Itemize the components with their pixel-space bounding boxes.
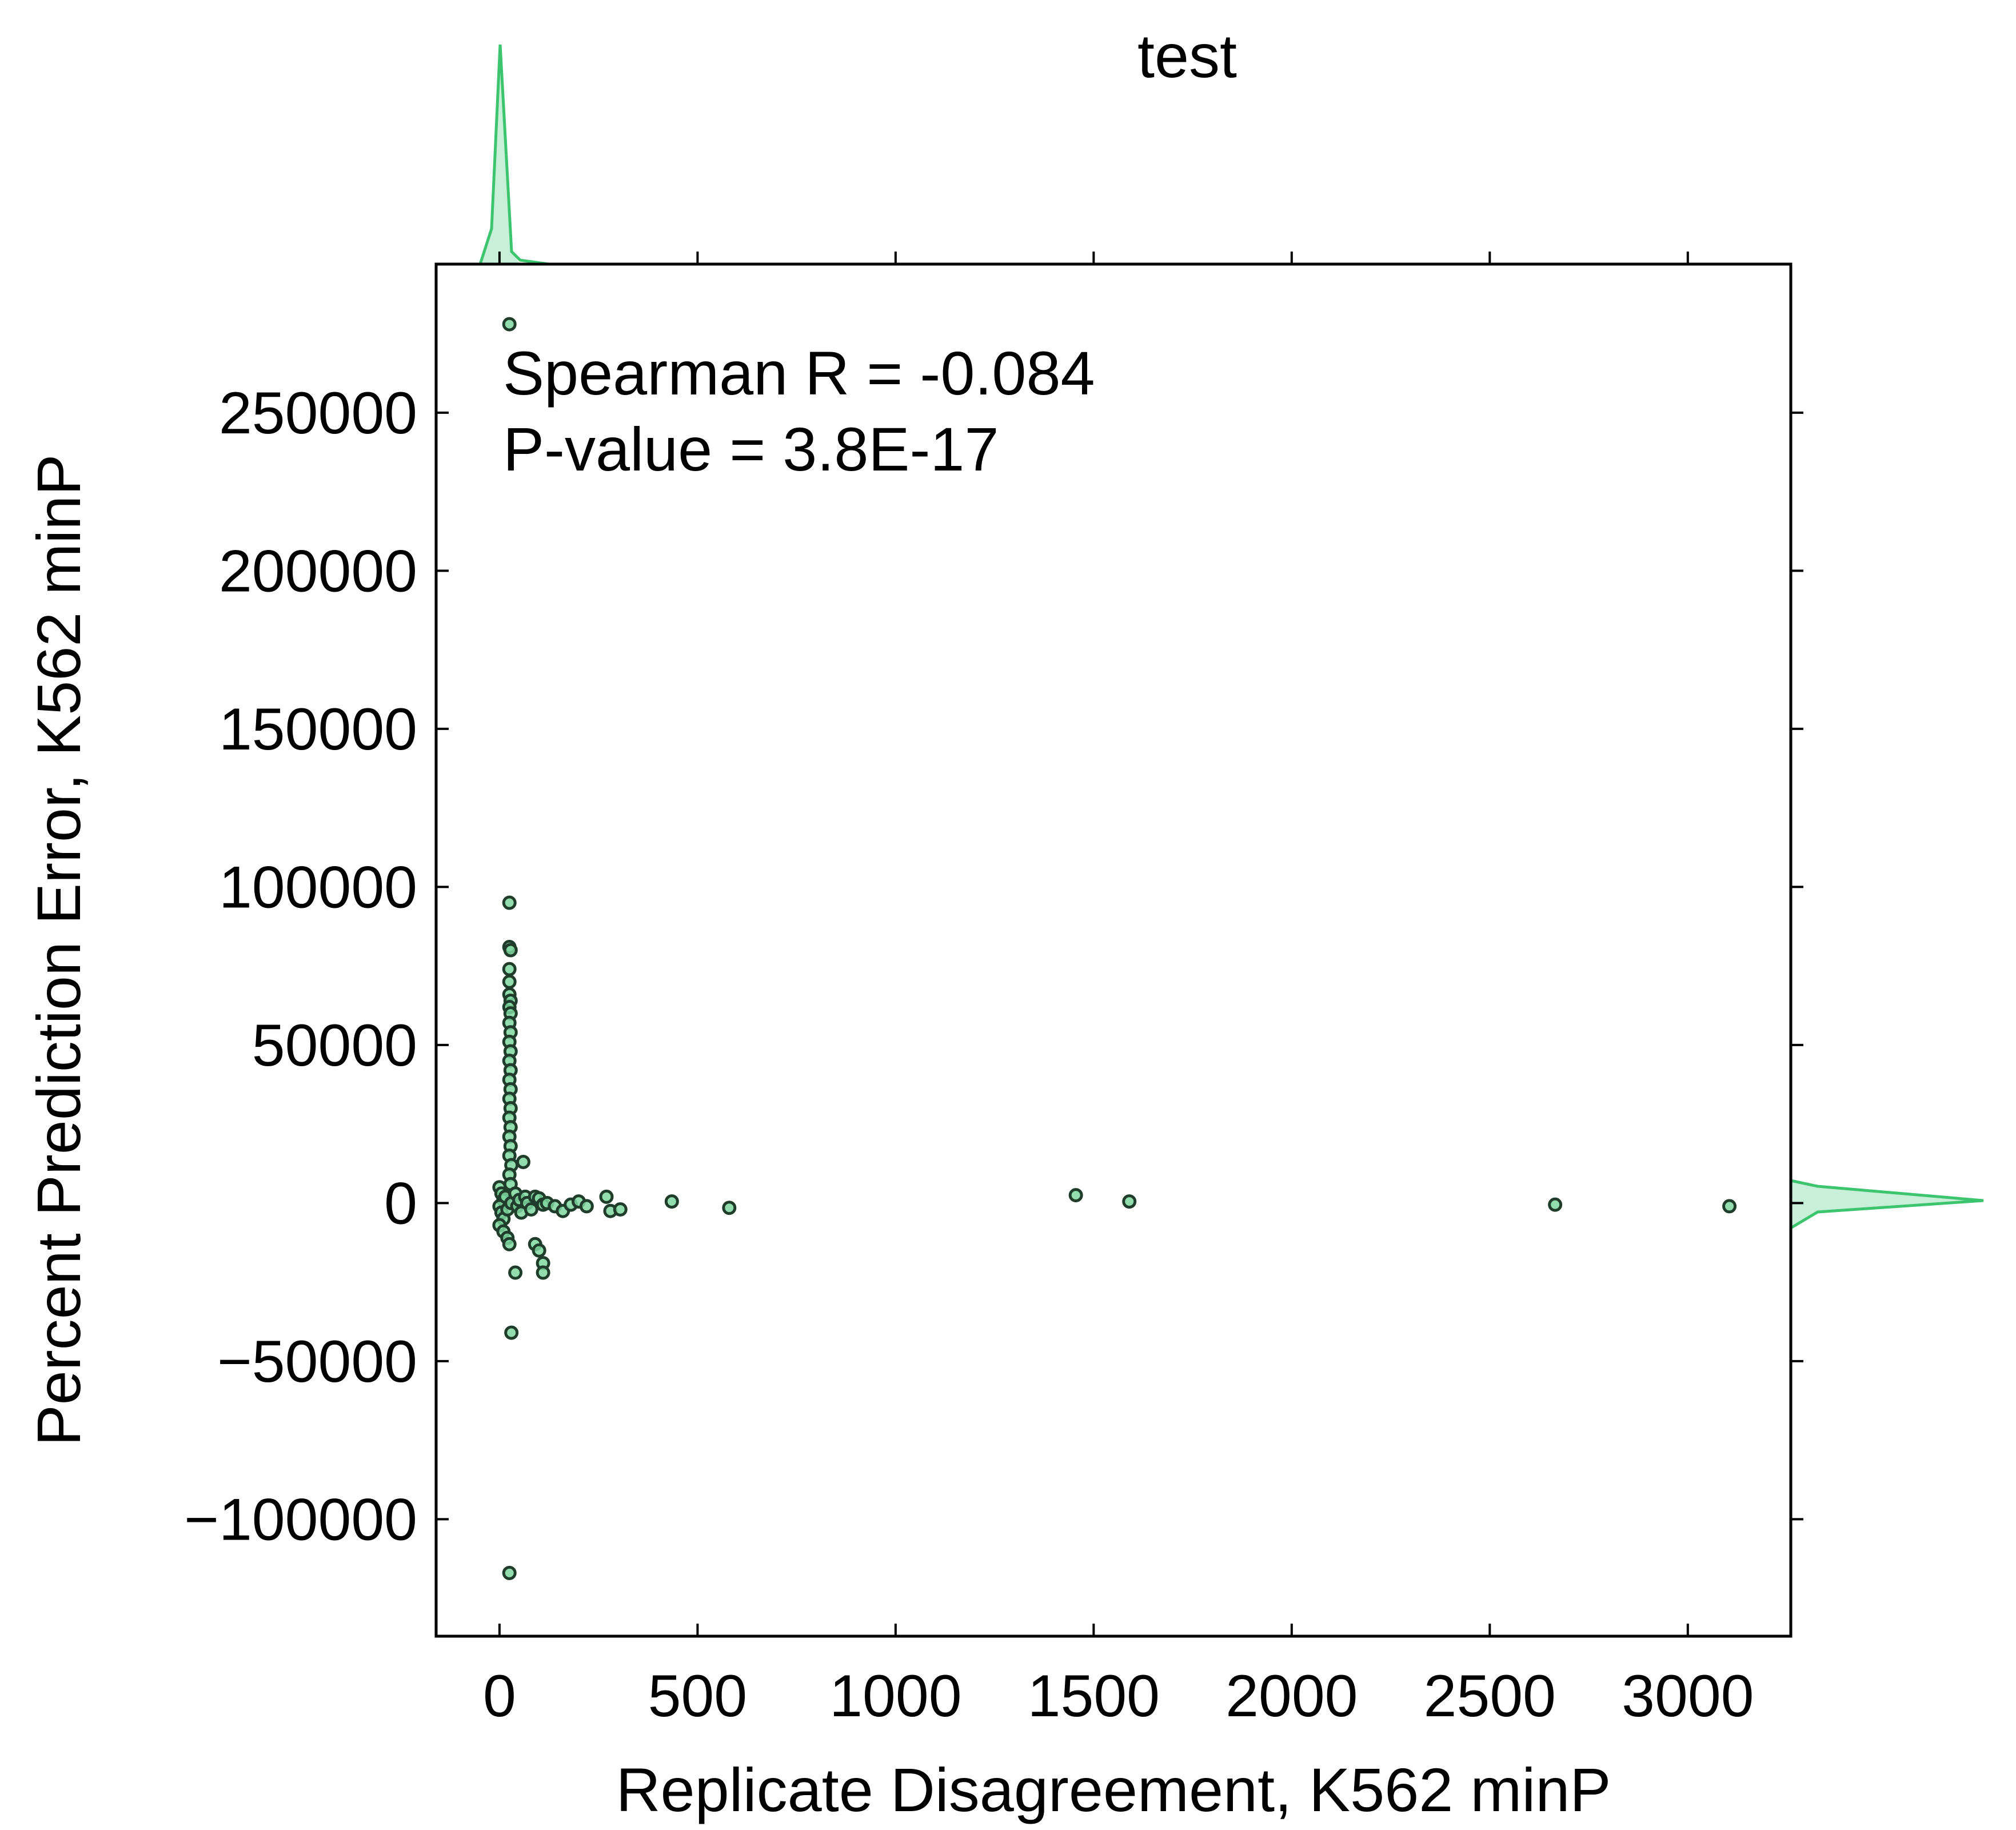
y-tick-label: 100000: [219, 854, 417, 920]
data-point: [516, 1155, 530, 1170]
data-point: [503, 943, 518, 958]
pvalue-annotation: P-value = 3.8E-17: [503, 414, 999, 484]
y-axis-label: Percent Prediction Error, K562 minP: [24, 454, 93, 1446]
x-tick-label: 500: [648, 1663, 748, 1729]
data-point: [502, 1237, 517, 1251]
y-tick-label: 50000: [252, 1012, 417, 1079]
data-point: [502, 1565, 517, 1580]
data-point: [524, 1202, 538, 1217]
data-point: [722, 1201, 737, 1215]
x-tick-label: 0: [483, 1663, 516, 1729]
data-point: [613, 1202, 628, 1217]
x-tick-label: 3000: [1622, 1663, 1754, 1729]
data-point: [1122, 1194, 1137, 1209]
data-point: [502, 962, 517, 976]
y-axis-ticks: −100000 −50000 0 50000 100000 150000 200000 250…: [184, 380, 1803, 1553]
data-point: [536, 1265, 550, 1280]
x-tick-label: 2000: [1225, 1663, 1358, 1729]
right-marginal-kde: [1790, 1179, 1984, 1230]
data-point: [504, 1325, 519, 1340]
y-tick-label: 0: [384, 1170, 417, 1237]
y-tick-label: 250000: [219, 380, 417, 446]
data-point: [579, 1199, 594, 1214]
right-kde-line: [1790, 1179, 1984, 1230]
y-tick-label: −100000: [184, 1486, 417, 1553]
data-point: [502, 974, 517, 989]
data-point: [1068, 1188, 1083, 1203]
data-point: [532, 1243, 546, 1258]
chart-title: test: [1137, 21, 1237, 90]
top-kde-fill: [480, 45, 520, 264]
data-point: [1722, 1199, 1737, 1214]
top-kde-line: [478, 44, 549, 266]
y-tick-label: 200000: [219, 538, 417, 604]
x-tick-label: 1500: [1028, 1663, 1160, 1729]
x-axis-ticks: 0 500 1000 1500 2000 2500 3000: [483, 252, 1754, 1729]
top-marginal-kde: [478, 44, 549, 266]
data-point: [1548, 1197, 1563, 1212]
x-axis-label: Replicate Disagreement, K562 minP: [616, 1755, 1611, 1824]
data-point: [599, 1189, 614, 1204]
data-point: [508, 1265, 523, 1280]
spearman-annotation: Spearman R = -0.084: [503, 338, 1095, 408]
plot-frame: [434, 262, 1793, 1638]
data-point: [502, 317, 517, 332]
data-points: [492, 317, 1737, 1580]
data-point: [502, 895, 517, 910]
data-point: [664, 1194, 679, 1209]
right-kde-fill: [1791, 1181, 1983, 1228]
y-tick-label: 150000: [219, 696, 417, 763]
x-tick-label: 2500: [1424, 1663, 1556, 1729]
x-tick-label: 1000: [829, 1663, 961, 1729]
y-tick-label: −50000: [217, 1329, 417, 1395]
